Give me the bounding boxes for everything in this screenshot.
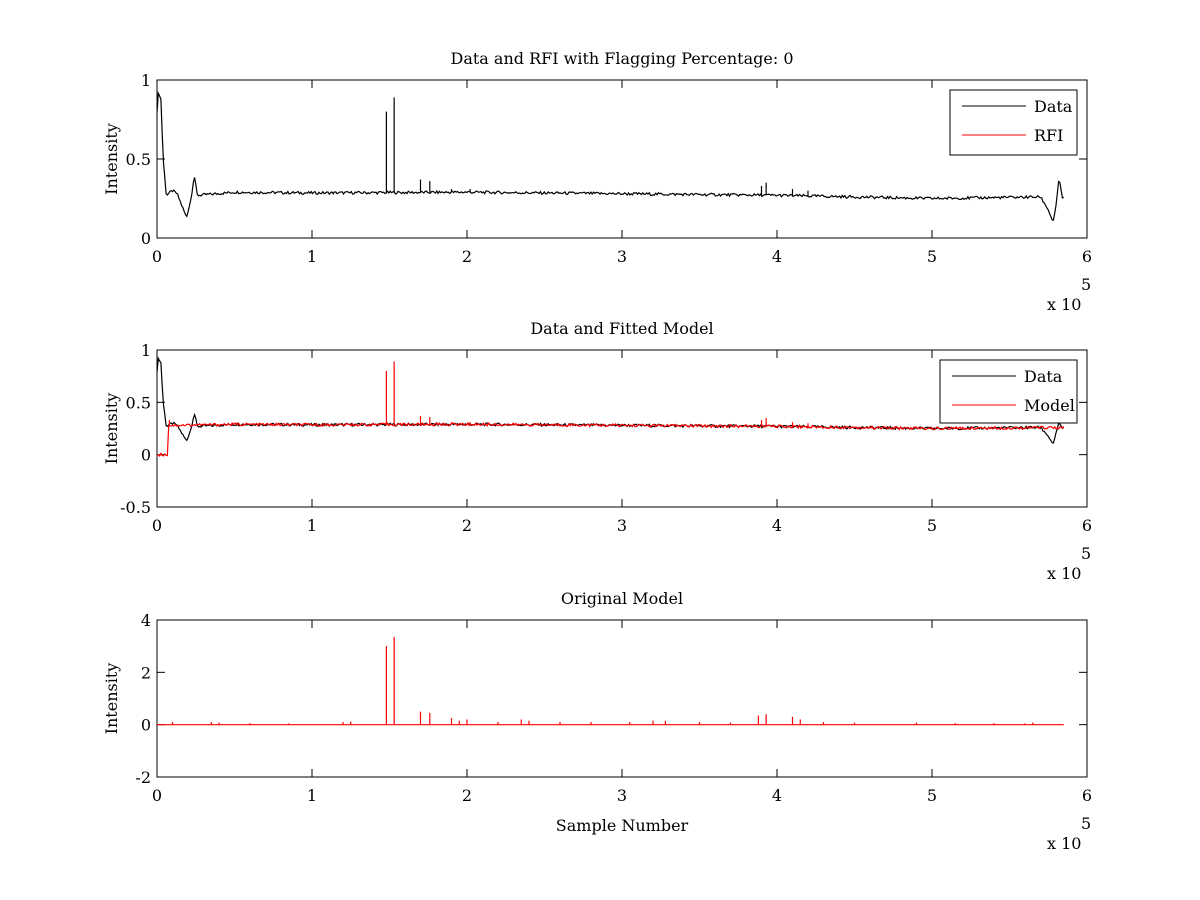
y-tick-label: 0.5 <box>126 150 151 169</box>
series-line <box>157 421 1065 458</box>
x-multiplier: x 10 <box>1047 834 1081 853</box>
x-tick-label: 4 <box>772 786 782 805</box>
chart-title: Data and RFI with Flagging Percentage: 0 <box>450 49 793 68</box>
x-tick-label: 4 <box>772 516 782 535</box>
x-tick-label: 5 <box>927 786 937 805</box>
x-tick-label: 4 <box>772 247 782 266</box>
y-tick-label: -2 <box>135 768 151 787</box>
x-tick-label: 3 <box>617 247 627 266</box>
x-tick-label: 1 <box>307 786 317 805</box>
y-tick-label: -0.5 <box>120 498 151 517</box>
x-tick-label: 6 <box>1082 786 1092 805</box>
y-tick-label: 1 <box>141 71 151 90</box>
x-tick-label: 0 <box>152 516 162 535</box>
y-tick-label: 2 <box>141 663 151 682</box>
panel-data-and-rfi: 0 1 2 3 4 5 6 0 0.5 1 Data and RFI with Flagging P… <box>102 49 1092 314</box>
y-tick-label: 4 <box>141 611 151 630</box>
chart-title: Original Model <box>561 589 683 608</box>
x-tick-label: 2 <box>462 516 472 535</box>
x-multiplier: x 10 <box>1047 564 1081 583</box>
legend-box <box>939 359 1078 424</box>
series-model-group <box>157 637 1064 726</box>
x-tick-label: 1 <box>307 247 317 266</box>
x-tick-label: 5 <box>927 516 937 535</box>
y-axis-label: Intensity <box>102 123 121 195</box>
legend-label: Data <box>1024 367 1063 386</box>
y-tick-label: 0 <box>141 446 151 465</box>
legend: Data RFI <box>949 89 1078 156</box>
x-exponent: 5 <box>1081 544 1091 563</box>
x-tick-label: 6 <box>1082 516 1092 535</box>
x-tick-label: 3 <box>617 786 627 805</box>
y-tick-label: 1 <box>141 341 151 360</box>
y-tick-label: 0.5 <box>126 393 151 412</box>
x-exponent: 5 <box>1081 814 1091 833</box>
x-tick-label: 2 <box>462 247 472 266</box>
x-tick-label: 0 <box>152 247 162 266</box>
legend-box <box>949 89 1078 156</box>
y-tick-label: 0 <box>141 229 151 248</box>
x-tick-label: 1 <box>307 516 317 535</box>
x-exponent: 5 <box>1081 275 1091 294</box>
series-model-group <box>157 361 1065 458</box>
axes-frame <box>156 619 1088 778</box>
x-axis-label: Sample Number <box>556 816 689 835</box>
legend: Data Model <box>939 359 1078 424</box>
y-axis-label: Intensity <box>102 393 121 465</box>
axes-frame <box>156 79 1088 239</box>
x-tick-label: 6 <box>1082 247 1092 266</box>
x-tick-label: 0 <box>152 786 162 805</box>
legend-label: Data <box>1034 97 1073 116</box>
chart-title: Data and Fitted Model <box>530 319 713 338</box>
x-tick-label: 2 <box>462 786 472 805</box>
series-data-group <box>157 90 1064 221</box>
x-tick-label: 3 <box>617 516 627 535</box>
legend-label: RFI <box>1034 126 1063 145</box>
series-line <box>157 90 1064 221</box>
legend-label: Model <box>1024 396 1075 415</box>
x-multiplier: x 10 <box>1047 295 1081 314</box>
y-axis-label: Intensity <box>102 663 121 735</box>
x-tick-label: 5 <box>927 247 937 266</box>
y-tick-label: 0 <box>141 716 151 735</box>
